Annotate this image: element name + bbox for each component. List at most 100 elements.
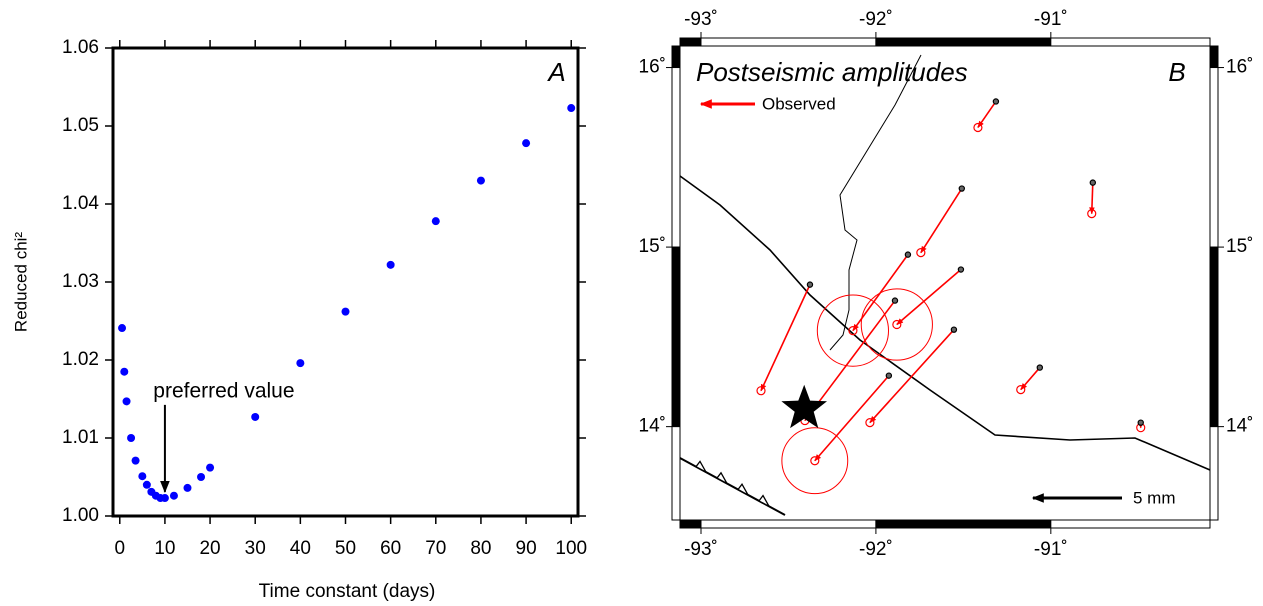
- x-tick-label: -93˚: [684, 9, 718, 30]
- station: [885, 372, 893, 379]
- frame-bar: [1209, 45, 1219, 69]
- point: [118, 324, 127, 333]
- frame-bar: [875, 37, 1052, 47]
- x-axis-label: Time constant (days): [259, 581, 436, 602]
- displacement-arrow: [1089, 182, 1095, 215]
- x-tick-label: 80: [470, 538, 491, 559]
- error-circle: [860, 288, 933, 361]
- point: [476, 176, 485, 185]
- x-tick-label: 10: [154, 538, 175, 559]
- arrow-end: [973, 122, 983, 133]
- station: [957, 266, 965, 273]
- point: [386, 260, 395, 269]
- y-tick-label: 14˚: [639, 416, 666, 437]
- frame-bar: [671, 67, 681, 248]
- displacement-arrow: [977, 101, 997, 129]
- x-tick-label: -91˚: [1034, 9, 1068, 30]
- x-tick-label: -92˚: [859, 539, 893, 560]
- displacement-arrow: [804, 300, 896, 422]
- arrow-end: [756, 386, 766, 396]
- x-tick-label: -91˚: [1034, 539, 1068, 560]
- arrow-end: [892, 319, 902, 330]
- y-tick-label: 1.06: [62, 37, 99, 58]
- point: [431, 217, 440, 226]
- x-tick-label: 30: [245, 538, 266, 559]
- x-tick-label: 60: [380, 538, 401, 559]
- point: [522, 139, 531, 148]
- point: [127, 434, 136, 442]
- border-line: [829, 54, 922, 351]
- frame-bar: [1209, 246, 1219, 428]
- station: [950, 326, 958, 333]
- x-tick-label: 20: [199, 538, 220, 559]
- point: [296, 359, 305, 368]
- station: [806, 281, 814, 288]
- plot-frame: [111, 46, 580, 518]
- error-circle: [781, 427, 849, 495]
- displacement-arrow: [760, 284, 811, 392]
- y-tick-label: 1.03: [62, 271, 99, 292]
- frame-bar: [679, 37, 702, 47]
- frame-bar: [679, 519, 702, 529]
- point: [122, 397, 131, 406]
- frame-bar: [700, 37, 877, 47]
- scale-label: 5 mm: [1133, 488, 1176, 507]
- trench-tooth: [695, 460, 708, 474]
- y-tick-label: 1.02: [62, 349, 99, 370]
- station: [1089, 179, 1097, 186]
- trench-tooth: [716, 471, 729, 486]
- arrow-end: [1087, 209, 1097, 219]
- arrow-end: [916, 248, 926, 258]
- x-tick-label: 0: [114, 538, 125, 559]
- y-tick-label: 16˚: [639, 57, 666, 78]
- frame-bar: [671, 426, 681, 521]
- frame-bar: [1050, 519, 1211, 529]
- legend-label: Observed: [762, 94, 836, 113]
- arrow-end: [1016, 385, 1026, 395]
- point: [197, 473, 206, 481]
- x-tick-label: -92˚: [859, 9, 893, 30]
- panel-label: A: [546, 57, 565, 87]
- displacement-arrow: [920, 188, 963, 254]
- station: [891, 297, 899, 304]
- displacement-arrow: [896, 268, 962, 326]
- annotation: preferred value: [153, 379, 294, 402]
- displacement-arrow: [814, 375, 890, 462]
- map-title: Postseismic amplitudes: [696, 57, 968, 87]
- y-axis-label: Reduced chi²: [11, 232, 30, 333]
- y-tick-label: 15˚: [1226, 236, 1253, 257]
- displacement-arrow: [1020, 367, 1041, 391]
- point: [251, 412, 260, 421]
- x-tick-label: 50: [335, 538, 356, 559]
- y-tick-label: 1.05: [62, 115, 99, 136]
- epicenter: [781, 384, 827, 429]
- y-tick-label: 16˚: [1226, 57, 1253, 78]
- station: [1036, 364, 1044, 371]
- arrow-end: [848, 326, 858, 336]
- y-tick-label: 14˚: [1226, 416, 1253, 437]
- coastline: [679, 175, 1211, 471]
- frame-bar: [700, 519, 877, 529]
- x-tick-label: 70: [425, 538, 446, 559]
- point: [567, 104, 576, 113]
- arrow-end: [865, 417, 875, 428]
- station: [992, 98, 1000, 105]
- x-tick-label: 40: [290, 538, 311, 559]
- trench-tooth: [758, 494, 771, 508]
- point: [131, 456, 140, 465]
- point: [160, 494, 169, 503]
- x-tick-label: 90: [516, 538, 537, 559]
- point: [341, 307, 350, 316]
- x-tick-label: -93˚: [684, 539, 718, 560]
- y-tick-label: 1.01: [62, 427, 99, 448]
- frame-bar: [671, 246, 681, 428]
- y-tick-label: 1.04: [62, 193, 99, 214]
- frame-bar: [1209, 426, 1219, 521]
- frame-bar: [1209, 67, 1219, 248]
- y-tick-label: 15˚: [639, 236, 666, 257]
- point: [120, 367, 129, 376]
- frame-bar: [875, 519, 1052, 529]
- frame-bar: [1050, 37, 1211, 47]
- map-frame: [679, 45, 1211, 521]
